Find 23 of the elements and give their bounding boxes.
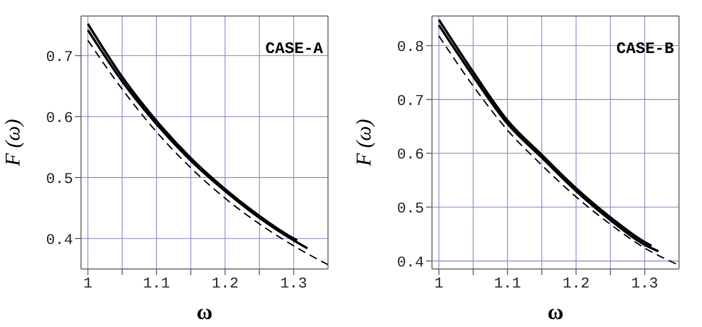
y-tick-label: 0.5: [46, 170, 73, 188]
y-tick-label: 0.6: [396, 146, 424, 164]
y-tick-label: 0.7: [396, 92, 424, 110]
y-tick-label: 0.5: [396, 200, 424, 218]
x-tick-label: 1.2: [562, 276, 590, 293]
annotation: CASE-A: [265, 40, 323, 58]
y-tick-label: 0.7: [46, 48, 73, 66]
annotation: CASE-B: [616, 40, 674, 58]
x-tick-label: 1: [434, 276, 444, 293]
y-tick-label: 0.4: [46, 232, 73, 249]
y-axis-title: F (ω): [351, 119, 376, 167]
x-axis-title: ω: [196, 299, 213, 324]
y-tick-label: 0.8: [396, 38, 424, 56]
x-tick-label: 1: [83, 276, 92, 293]
x-tick-label: 1.1: [494, 276, 521, 293]
x-tick-label: 1.3: [631, 276, 658, 293]
y-axis-title: F (ω): [0, 119, 24, 167]
x-axis-title: ω: [547, 299, 564, 324]
y-tick-label: 0.4: [396, 254, 424, 272]
y-tick-label: 0.6: [46, 110, 73, 127]
x-tick-label: 1.1: [142, 276, 170, 293]
x-tick-label: 1.3: [280, 276, 308, 293]
x-tick-label: 1.2: [212, 276, 239, 293]
